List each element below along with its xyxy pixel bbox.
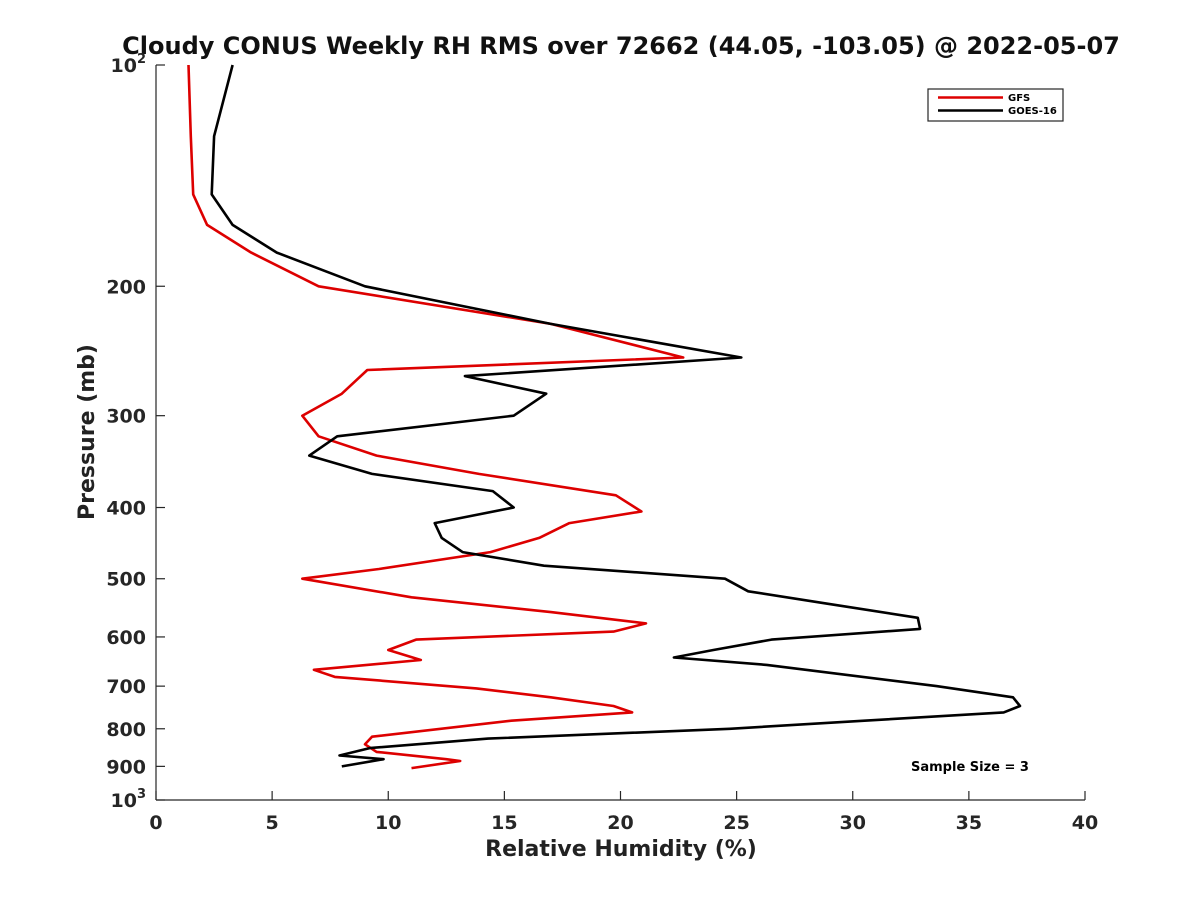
y-tick-label: 700 bbox=[106, 676, 146, 698]
x-tick-label: 5 bbox=[266, 812, 279, 834]
x-tick-label: 35 bbox=[956, 812, 982, 834]
y-tick-label: 600 bbox=[106, 627, 146, 649]
x-tick-label: 20 bbox=[607, 812, 633, 834]
y-tick-label: 103 bbox=[111, 787, 147, 812]
y-tick-label: 500 bbox=[106, 569, 146, 591]
series-line-goes16 bbox=[210, 64, 1022, 768]
y-tick-label: 400 bbox=[106, 498, 146, 520]
y-axis-ticks: 102 200 300 400 500 600 700 800 900 103 bbox=[106, 52, 165, 812]
chart-title: Cloudy CONUS Weekly RH RMS over 72662 (4… bbox=[122, 32, 1120, 60]
y-tick-label: 300 bbox=[106, 406, 146, 428]
legend-box bbox=[927, 88, 1064, 122]
x-axis-label: Relative Humidity (%) bbox=[485, 837, 757, 862]
x-tick-label: 30 bbox=[840, 812, 866, 834]
x-axis-ticks: 0 5 10 15 20 25 30 35 40 bbox=[149, 791, 1098, 834]
x-tick-label: 15 bbox=[491, 812, 517, 834]
x-tick-label: 40 bbox=[1072, 812, 1098, 834]
legend[interactable]: GFS GOES-16 bbox=[927, 88, 1064, 122]
y-tick-label: 800 bbox=[106, 719, 146, 741]
series-line-gfs bbox=[187, 64, 685, 770]
y-axis-label: Pressure (mb) bbox=[75, 344, 100, 520]
series-lines bbox=[187, 64, 1022, 770]
sample-size-annotation: Sample Size = 3 bbox=[911, 760, 1029, 775]
y-tick-label: 200 bbox=[106, 276, 146, 298]
legend-label-goes16: GOES-16 bbox=[1008, 106, 1057, 117]
y-tick-label: 900 bbox=[106, 756, 146, 778]
x-tick-label: 25 bbox=[723, 812, 749, 834]
x-tick-label: 10 bbox=[375, 812, 401, 834]
legend-label-gfs: GFS bbox=[1008, 93, 1030, 104]
y-tick-label: 102 bbox=[111, 52, 147, 77]
x-tick-label: 0 bbox=[149, 812, 162, 834]
